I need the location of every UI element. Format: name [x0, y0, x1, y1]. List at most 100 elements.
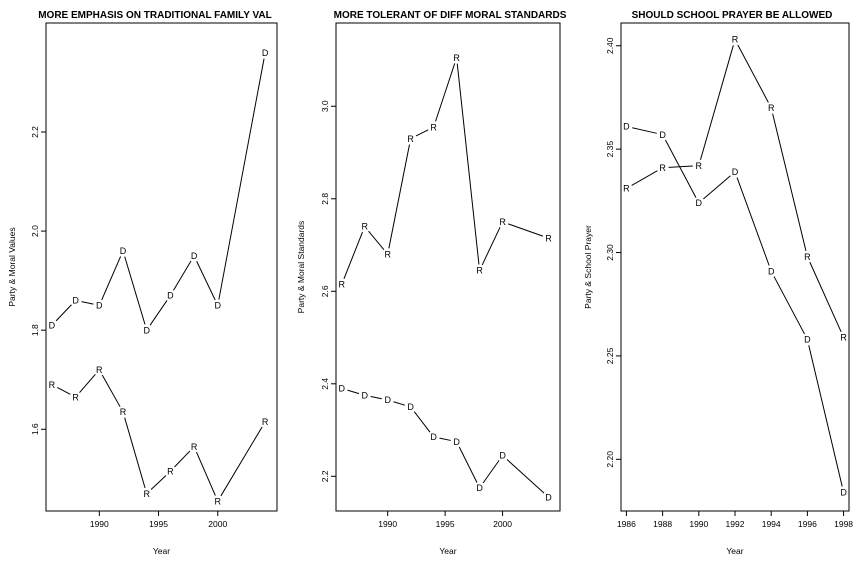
chart-panel-1: MORE EMPHASIS ON TRADITIONAL FAMILY VAL 1…	[7, 10, 278, 556]
series-R-point: R	[120, 407, 127, 417]
series-R-point: R	[96, 365, 103, 375]
plot-frame	[620, 22, 850, 512]
series-R-point: R	[191, 442, 198, 452]
series-R-segment	[343, 231, 363, 279]
x-axis-label: Year	[439, 546, 456, 556]
series-D-point: D	[407, 402, 414, 412]
series-R-segment	[150, 475, 167, 490]
x-tick-label: 1986	[617, 519, 636, 529]
series-D-segment	[55, 304, 72, 322]
series-R-segment	[668, 165, 693, 168]
series-R-point: R	[361, 222, 368, 232]
series-R-point: R	[476, 266, 483, 276]
series-R-segment	[631, 170, 658, 186]
x-axis-label: Year	[153, 546, 170, 556]
series-D-segment	[347, 389, 360, 395]
series-R-segment	[101, 374, 121, 407]
series-D-point: D	[338, 384, 345, 394]
series-R-point: R	[732, 35, 739, 45]
series-R-point: R	[545, 233, 552, 243]
y-tick-label: 2.2	[30, 126, 40, 138]
series-D-segment	[124, 256, 146, 325]
series-D-segment	[773, 276, 806, 335]
series-D-point: D	[120, 246, 127, 256]
series-R-point: R	[768, 103, 775, 113]
series-R-point: R	[696, 161, 703, 171]
y-tick-label: 3.0	[320, 100, 330, 112]
series-D-point: D	[476, 483, 483, 493]
y-tick-label: 2.0	[30, 225, 40, 237]
series-D-point: D	[696, 198, 703, 208]
series-D-point: D	[430, 432, 437, 442]
series-D-segment	[196, 261, 216, 301]
x-tick-label: 1995	[436, 519, 455, 529]
series-R-segment	[699, 45, 734, 161]
series-D-point: D	[804, 335, 811, 345]
series-D-point: D	[623, 122, 630, 132]
series-D-point: D	[453, 437, 460, 447]
chart-title: MORE EMPHASIS ON TRADITIONAL FAMILY VAL	[38, 10, 272, 21]
series-R-point: R	[384, 249, 391, 259]
y-tick-label: 2.8	[320, 193, 330, 205]
y-tick-label: 2.25	[605, 347, 615, 364]
series-R-segment	[481, 227, 501, 266]
x-tick-label: 1990	[90, 519, 109, 529]
series-D-point: D	[545, 492, 552, 502]
plot-frame	[45, 22, 278, 512]
series-R-segment	[368, 230, 385, 250]
series-D-point: D	[768, 266, 775, 276]
x-tick-label: 1990	[378, 519, 397, 529]
series-D-segment	[808, 345, 843, 487]
series-R-segment	[388, 144, 410, 249]
series-R-point: R	[72, 392, 79, 402]
series-R-point: R	[338, 280, 345, 290]
y-tick-label: 2.40	[605, 37, 615, 54]
y-tick-label: 2.2	[320, 470, 330, 482]
x-tick-label: 1992	[726, 519, 745, 529]
series-R-segment	[508, 223, 544, 237]
series-D-point: D	[72, 296, 79, 306]
series-D-point: D	[167, 291, 174, 301]
series-D-segment	[81, 301, 94, 305]
series-R-point: R	[840, 333, 847, 343]
plot-frame	[335, 22, 561, 512]
series-D-point: D	[143, 325, 150, 335]
series-D-point: D	[215, 301, 222, 311]
x-tick-label: 1998	[834, 519, 853, 529]
chart-title: SHOULD SCHOOL PRAYER BE ALLOWED	[632, 10, 833, 21]
series-R-point: R	[215, 496, 222, 506]
series-R-segment	[79, 374, 96, 393]
series-R-point: R	[143, 489, 150, 499]
series-R-point: R	[262, 417, 269, 427]
series-D-segment	[482, 460, 500, 484]
series-D-segment	[149, 300, 168, 326]
x-tick-label: 1994	[762, 519, 781, 529]
series-D-segment	[703, 175, 731, 200]
series-D-point: D	[499, 451, 506, 461]
series-D-point: D	[384, 395, 391, 405]
chart-panel-3: SHOULD SCHOOL PRAYER BE ALLOWED 1986 1988 1…	[583, 10, 853, 556]
series-D-segment	[506, 459, 545, 494]
series-R-point: R	[167, 467, 174, 477]
series-R-point: R	[430, 122, 437, 132]
series-R-segment	[57, 387, 71, 395]
series-D-segment	[101, 256, 122, 301]
series-R-point: R	[623, 184, 630, 194]
series-D-segment	[664, 139, 697, 198]
series-D-segment	[439, 437, 451, 441]
x-tick-label: 1988	[653, 519, 672, 529]
series-D-point: D	[262, 48, 269, 58]
y-tick-label: 1.8	[30, 324, 40, 336]
series-D-point: D	[361, 391, 368, 401]
series-R-point: R	[499, 217, 506, 227]
y-axis-label: Party & Moral Standards	[296, 221, 306, 314]
chart-panel-2: MORE TOLERANT OF DIFF MORAL STANDARDS 199…	[296, 10, 567, 556]
series-D-point: D	[840, 488, 847, 498]
chart-title: MORE TOLERANT OF DIFF MORAL STANDARDS	[334, 10, 567, 21]
y-tick-label: 2.30	[605, 244, 615, 261]
x-tick-label: 1995	[149, 519, 168, 529]
y-axis-label: Party & Moral Values	[7, 227, 17, 306]
x-tick-label: 1996	[798, 519, 817, 529]
